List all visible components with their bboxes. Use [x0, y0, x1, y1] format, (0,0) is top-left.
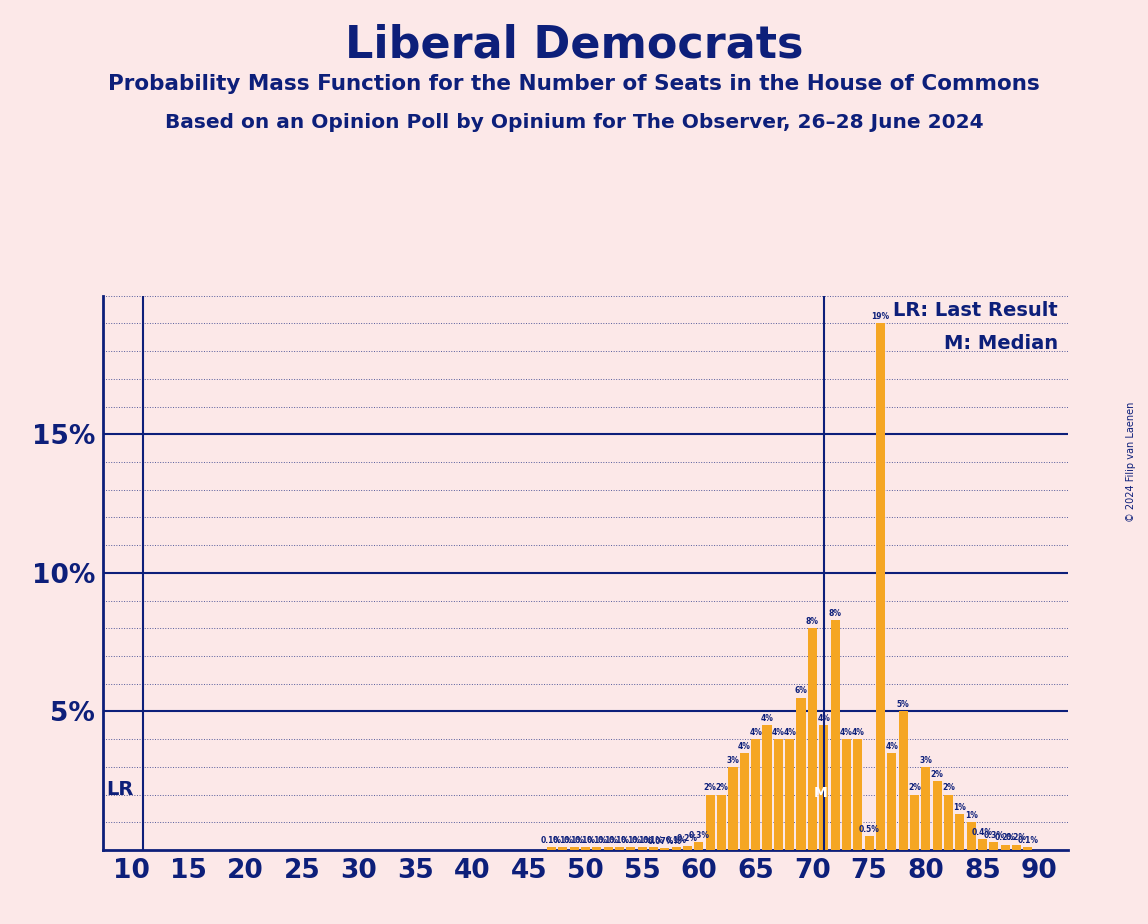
Text: M: Median: M: Median [944, 334, 1058, 354]
Text: 0.1%: 0.1% [564, 836, 584, 845]
Bar [592, 847, 602, 850]
Text: 4%: 4% [817, 714, 830, 723]
Text: 8%: 8% [829, 609, 841, 618]
Bar [1013, 845, 1021, 850]
Bar [672, 847, 681, 850]
Bar [876, 323, 885, 850]
Bar [1001, 845, 1010, 850]
Text: 4%: 4% [783, 728, 796, 737]
Bar [739, 753, 748, 850]
Text: 0.1%: 0.1% [643, 836, 664, 845]
Text: 0.1%: 0.1% [541, 836, 561, 845]
Text: 1%: 1% [964, 811, 978, 821]
Text: 0.1%: 0.1% [620, 836, 642, 845]
Bar [729, 767, 737, 850]
Text: 3%: 3% [920, 756, 932, 765]
Bar [978, 839, 987, 850]
Bar [581, 847, 590, 850]
Bar [853, 739, 862, 850]
Bar [955, 814, 964, 850]
Bar [830, 620, 839, 850]
Text: 0.1%: 0.1% [666, 836, 687, 845]
Text: 3%: 3% [727, 756, 739, 765]
Text: 0.2%: 0.2% [677, 834, 698, 844]
Bar [774, 739, 783, 850]
Bar [910, 795, 920, 850]
Text: 8%: 8% [806, 617, 819, 626]
Text: Based on an Opinion Poll by Opinium for The Observer, 26–28 June 2024: Based on an Opinion Poll by Opinium for … [164, 113, 984, 132]
Bar [841, 739, 851, 850]
Text: 0.1%: 0.1% [575, 836, 596, 845]
Bar [751, 739, 760, 850]
Bar [990, 842, 999, 850]
Text: Liberal Democrats: Liberal Democrats [344, 23, 804, 67]
Bar [967, 822, 976, 850]
Bar [797, 698, 806, 850]
Text: 4%: 4% [750, 728, 762, 737]
Text: 4%: 4% [738, 742, 751, 751]
Bar [649, 847, 658, 850]
Text: 2%: 2% [943, 784, 955, 793]
Bar [808, 628, 817, 850]
Text: 0.2%: 0.2% [995, 833, 1016, 843]
Text: 4%: 4% [885, 742, 898, 751]
Text: 0.1%: 0.1% [552, 836, 573, 845]
Bar [627, 847, 635, 850]
Text: 0.4%: 0.4% [972, 828, 993, 837]
Text: 0.1%: 0.1% [587, 836, 607, 845]
Text: 2%: 2% [704, 784, 716, 793]
Bar [683, 845, 692, 850]
Text: 4%: 4% [852, 728, 864, 737]
Text: 0.1%: 0.1% [631, 836, 653, 845]
Text: Probability Mass Function for the Number of Seats in the House of Commons: Probability Mass Function for the Number… [108, 74, 1040, 94]
Bar [762, 725, 771, 850]
Bar [922, 767, 930, 850]
Bar [706, 795, 715, 850]
Text: 0.2%: 0.2% [1006, 833, 1027, 843]
Bar [546, 847, 556, 850]
Text: LR: Last Result: LR: Last Result [893, 301, 1058, 321]
Text: 2%: 2% [908, 784, 921, 793]
Text: 0.1%: 0.1% [610, 836, 630, 845]
Text: 0.3%: 0.3% [689, 831, 709, 840]
Bar [820, 725, 828, 850]
Bar [637, 847, 646, 850]
Text: 1%: 1% [954, 803, 967, 812]
Bar [944, 795, 953, 850]
Text: 19%: 19% [871, 312, 890, 322]
Text: 0.5%: 0.5% [859, 825, 879, 834]
Text: 2%: 2% [931, 770, 944, 779]
Bar [569, 847, 579, 850]
Text: 0.1%: 0.1% [1017, 836, 1039, 845]
Text: 4%: 4% [771, 728, 785, 737]
Bar [660, 848, 669, 850]
Text: 0.1%: 0.1% [598, 836, 619, 845]
Text: 0.3%: 0.3% [984, 831, 1004, 840]
Bar [864, 836, 874, 850]
Bar [695, 842, 704, 850]
Text: 4%: 4% [840, 728, 853, 737]
Text: 6%: 6% [794, 687, 807, 696]
Text: 0.07%%: 0.07%% [647, 837, 682, 846]
Bar [887, 753, 897, 850]
Text: 4%: 4% [761, 714, 774, 723]
Bar [718, 795, 727, 850]
Text: LR: LR [107, 780, 134, 798]
Bar [604, 847, 613, 850]
Bar [615, 847, 625, 850]
Bar [899, 711, 908, 850]
Text: 5%: 5% [897, 700, 909, 710]
Bar [932, 781, 941, 850]
Bar [1023, 847, 1032, 850]
Text: © 2024 Filip van Laenen: © 2024 Filip van Laenen [1126, 402, 1135, 522]
Text: 2%: 2% [715, 784, 728, 793]
Text: M: M [814, 786, 828, 800]
Bar [785, 739, 794, 850]
Bar [558, 847, 567, 850]
